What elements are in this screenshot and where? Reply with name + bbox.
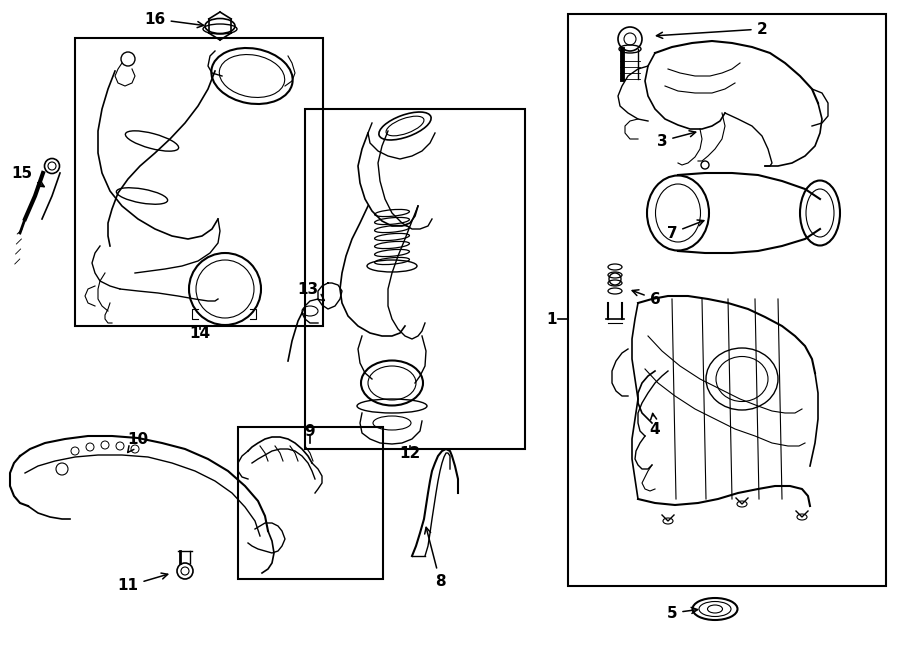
Text: 2: 2 <box>656 22 768 38</box>
Text: 6: 6 <box>632 290 661 307</box>
Text: 12: 12 <box>400 446 420 461</box>
Text: 14: 14 <box>189 325 211 340</box>
Text: 7: 7 <box>667 220 704 241</box>
Bar <box>568 14 886 586</box>
Text: 10: 10 <box>128 432 148 453</box>
Bar <box>238 427 383 579</box>
Text: 15: 15 <box>12 165 44 186</box>
Text: 4: 4 <box>650 413 661 436</box>
Text: 8: 8 <box>425 527 446 588</box>
Text: 11: 11 <box>118 573 167 594</box>
Text: 13: 13 <box>297 282 324 301</box>
Text: 9: 9 <box>305 424 315 438</box>
Text: 16: 16 <box>144 11 203 28</box>
Text: 3: 3 <box>657 131 696 149</box>
Bar <box>305 109 525 449</box>
Bar <box>75 38 323 326</box>
Text: 1: 1 <box>547 311 557 327</box>
Text: 5: 5 <box>667 605 698 621</box>
